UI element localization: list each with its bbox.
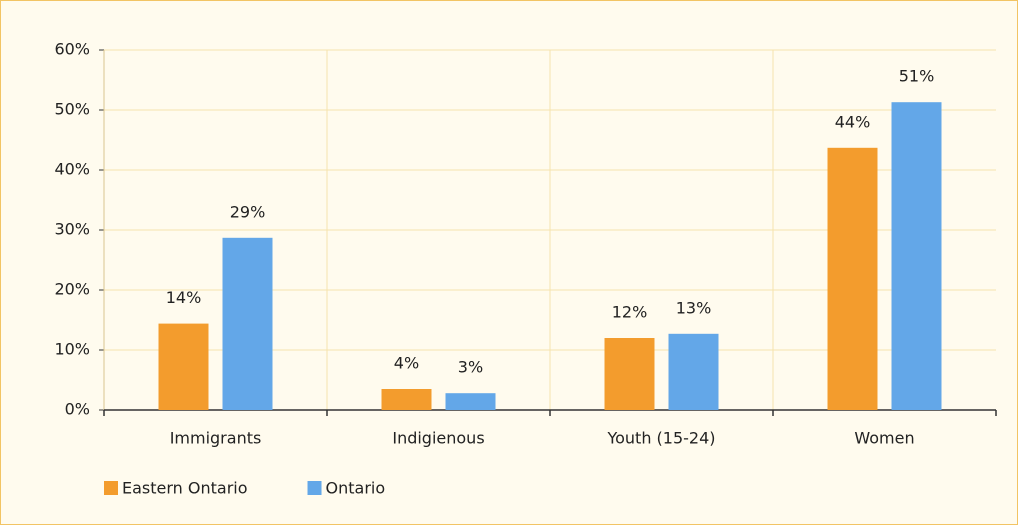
bar bbox=[445, 393, 496, 410]
value-label: 51% bbox=[899, 67, 935, 86]
bar bbox=[158, 323, 209, 410]
value-label: 14% bbox=[166, 288, 202, 307]
y-tick-label: 40% bbox=[54, 160, 90, 179]
legend-swatch bbox=[307, 481, 322, 495]
legend-swatch bbox=[104, 481, 118, 495]
bar bbox=[891, 102, 942, 410]
bar bbox=[827, 147, 878, 411]
bar bbox=[381, 389, 432, 410]
y-tick-label: 30% bbox=[54, 220, 90, 239]
legend-label: Eastern Ontario bbox=[122, 479, 248, 498]
y-tick-label: 20% bbox=[54, 280, 90, 299]
y-tick-label: 10% bbox=[54, 340, 90, 359]
legend-label: Ontario bbox=[326, 479, 386, 498]
value-label: 44% bbox=[835, 112, 871, 131]
y-tick-label: 60% bbox=[54, 40, 90, 59]
value-label: 4% bbox=[394, 354, 419, 373]
bar bbox=[668, 333, 719, 410]
value-label: 3% bbox=[458, 358, 483, 377]
value-label: 12% bbox=[612, 303, 648, 322]
value-label: 29% bbox=[230, 202, 266, 221]
y-tick-label: 50% bbox=[54, 100, 90, 119]
value-label: 13% bbox=[676, 298, 712, 317]
x-tick-label: Indigienous bbox=[392, 429, 484, 448]
x-tick-label: Youth (15-24) bbox=[606, 429, 715, 448]
x-tick-label: Immigrants bbox=[170, 429, 262, 448]
bar bbox=[604, 338, 655, 410]
bar bbox=[222, 237, 273, 410]
x-tick-label: Women bbox=[854, 429, 914, 448]
y-tick-label: 0% bbox=[65, 400, 90, 419]
